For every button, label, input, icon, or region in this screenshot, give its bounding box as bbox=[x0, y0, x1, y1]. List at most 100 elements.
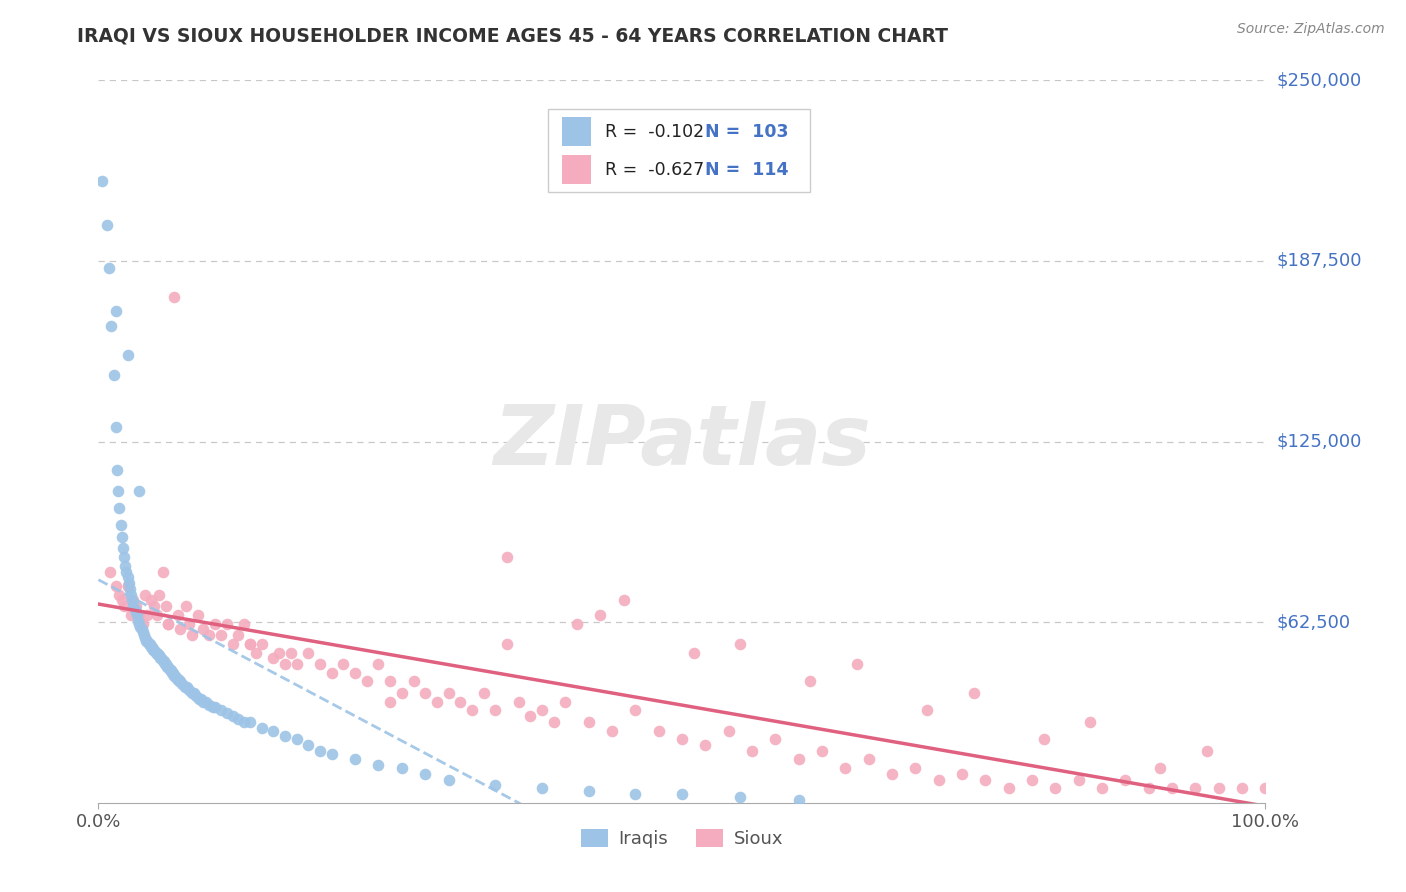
Point bbox=[180, 628, 202, 642]
Point bbox=[120, 588, 142, 602]
Point bbox=[671, 732, 693, 747]
Point bbox=[162, 665, 184, 680]
FancyBboxPatch shape bbox=[548, 109, 810, 193]
Point bbox=[250, 637, 273, 651]
Point bbox=[233, 714, 256, 729]
Point bbox=[787, 752, 810, 766]
Point bbox=[98, 565, 121, 579]
Point bbox=[125, 599, 148, 614]
Point bbox=[139, 640, 162, 654]
Point bbox=[426, 695, 449, 709]
Point bbox=[146, 648, 169, 663]
Point bbox=[209, 703, 232, 717]
Point bbox=[356, 674, 378, 689]
Point bbox=[600, 723, 623, 738]
Point bbox=[198, 698, 221, 712]
Point bbox=[139, 637, 162, 651]
Point bbox=[148, 648, 170, 663]
Point bbox=[1045, 781, 1067, 796]
Point bbox=[1149, 761, 1171, 775]
Point bbox=[695, 738, 717, 752]
Point bbox=[309, 657, 332, 671]
Point bbox=[187, 691, 209, 706]
Point bbox=[228, 628, 250, 642]
Text: IRAQI VS SIOUX HOUSEHOLDER INCOME AGES 45 - 64 YEARS CORRELATION CHART: IRAQI VS SIOUX HOUSEHOLDER INCOME AGES 4… bbox=[77, 27, 948, 45]
Point bbox=[128, 616, 150, 631]
Point bbox=[128, 483, 150, 498]
Point bbox=[344, 752, 367, 766]
Point bbox=[132, 628, 155, 642]
Point bbox=[950, 767, 973, 781]
Point bbox=[132, 625, 155, 640]
Point bbox=[157, 616, 180, 631]
Point bbox=[221, 637, 243, 651]
Point bbox=[297, 738, 319, 752]
Point bbox=[367, 657, 389, 671]
Point bbox=[496, 637, 519, 651]
Point bbox=[115, 565, 138, 579]
Point bbox=[880, 767, 903, 781]
Point bbox=[1137, 781, 1160, 796]
Point bbox=[120, 607, 142, 622]
Point bbox=[530, 781, 553, 796]
Point bbox=[741, 744, 763, 758]
Point bbox=[96, 218, 118, 232]
Point bbox=[152, 654, 174, 668]
Point bbox=[148, 588, 170, 602]
Point bbox=[163, 668, 186, 682]
Point bbox=[269, 646, 291, 660]
Point bbox=[858, 752, 880, 766]
Point bbox=[110, 518, 132, 533]
Point bbox=[391, 686, 413, 700]
Point bbox=[150, 651, 173, 665]
Text: N =  103: N = 103 bbox=[706, 122, 789, 141]
Point bbox=[186, 689, 208, 703]
Point bbox=[117, 348, 139, 362]
Point bbox=[155, 657, 177, 671]
Point bbox=[215, 706, 238, 721]
Point bbox=[1195, 744, 1218, 758]
Point bbox=[118, 582, 141, 596]
Point bbox=[519, 709, 541, 723]
Point bbox=[111, 530, 134, 544]
Point bbox=[250, 721, 273, 735]
Point bbox=[274, 657, 297, 671]
Point bbox=[245, 646, 267, 660]
Point bbox=[165, 668, 187, 682]
Point bbox=[543, 714, 565, 729]
Point bbox=[484, 779, 506, 793]
Point bbox=[1230, 781, 1253, 796]
Point bbox=[1161, 781, 1184, 796]
Point bbox=[104, 304, 127, 318]
Point bbox=[437, 772, 460, 787]
Point bbox=[321, 665, 343, 680]
Point bbox=[204, 700, 226, 714]
Point bbox=[239, 637, 262, 651]
Point bbox=[671, 787, 693, 801]
Point bbox=[146, 607, 169, 622]
Point bbox=[787, 793, 810, 807]
Point bbox=[190, 691, 212, 706]
Point bbox=[173, 680, 195, 694]
Point bbox=[1184, 781, 1206, 796]
Point bbox=[167, 674, 190, 689]
Point bbox=[143, 642, 166, 657]
Point bbox=[262, 723, 284, 738]
Point bbox=[180, 686, 202, 700]
Point bbox=[124, 602, 146, 616]
Point bbox=[152, 654, 174, 668]
Point bbox=[201, 700, 224, 714]
Point bbox=[997, 781, 1019, 796]
Point bbox=[846, 657, 869, 671]
Point bbox=[172, 677, 194, 691]
Point bbox=[402, 674, 425, 689]
Point bbox=[228, 712, 250, 726]
Point bbox=[103, 368, 125, 382]
Point bbox=[233, 616, 256, 631]
Point bbox=[928, 772, 950, 787]
Point bbox=[321, 747, 343, 761]
Point bbox=[1091, 781, 1114, 796]
Point bbox=[1080, 714, 1102, 729]
Point bbox=[221, 709, 243, 723]
Point bbox=[100, 318, 122, 333]
